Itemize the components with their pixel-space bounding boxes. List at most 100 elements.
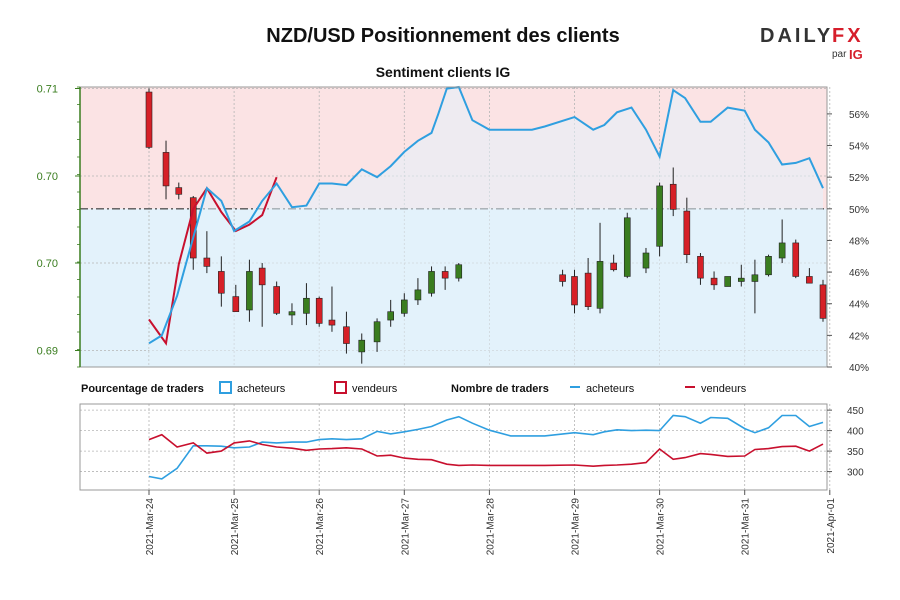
candle-body: [765, 256, 772, 276]
candle: [559, 269, 566, 287]
candle: [441, 266, 449, 290]
candle-body: [232, 296, 240, 312]
count-panel-frame: [79, 403, 828, 491]
count-axis: 300 350 400 450: [827, 406, 864, 479]
candle: [246, 259, 253, 322]
legend-pct-label: Pourcentage de traders: [81, 383, 204, 395]
count-tick-label: 350: [847, 447, 864, 458]
candle-body: [414, 289, 422, 301]
price-tick-label: 0.70: [37, 258, 58, 270]
candle: [162, 140, 170, 200]
candle: [400, 293, 408, 317]
legend-pct-sellers: vendeurs: [352, 383, 398, 395]
date-tick-label: 2021-Mar-24: [145, 498, 156, 556]
candle: [232, 284, 240, 312]
candle-body: [683, 210, 691, 255]
pct-tick-label: 46%: [849, 268, 869, 279]
logo-fx: FX: [832, 25, 864, 47]
candle: [656, 182, 663, 257]
candle-body: [273, 286, 280, 314]
date-tick-label: 2021-Mar-25: [230, 498, 241, 556]
candle: [737, 264, 745, 287]
candle-body: [175, 187, 183, 195]
candle: [669, 167, 677, 217]
candle: [328, 286, 336, 332]
chart-subtitle: Sentiment clients IG: [376, 64, 511, 80]
candle-body: [373, 321, 381, 343]
candle-body: [669, 183, 677, 210]
candle-body: [246, 271, 253, 311]
logo-ig: IG: [849, 47, 863, 62]
date-tick-label: 2021-Mar-29: [571, 498, 582, 556]
price-panel: 0.69 0.70 0.70 0.71 40% 42% 44% 46% 48% 50% 52% 54…: [37, 84, 870, 375]
candle: [343, 311, 350, 354]
legend-pct-buyers: acheteurs: [237, 383, 286, 395]
pct-tick-label: 52%: [849, 173, 869, 184]
candle: [175, 182, 183, 200]
candle: [697, 252, 704, 285]
date-tick-label: 2021-Mar-31: [741, 498, 752, 556]
legend-pct-sellers-swatch: [334, 381, 347, 394]
count-tick-label: 300: [847, 468, 864, 479]
candle-body: [162, 152, 170, 187]
pct-tick-label: 48%: [849, 236, 869, 247]
date-tick-label: 2021-Apr-01: [826, 498, 837, 554]
buyers-pct-line: [148, 85, 824, 345]
buyers-count-line: [148, 414, 824, 480]
candle: [683, 197, 691, 264]
candle-body: [806, 276, 813, 284]
candle: [273, 281, 280, 316]
candle-body: [145, 91, 153, 148]
candle-body: [724, 276, 731, 287]
count-tick-label: 400: [847, 427, 864, 438]
candle-body: [642, 252, 650, 269]
logo-daily: DAILY: [760, 25, 833, 47]
candle: [751, 259, 759, 314]
candle-body: [387, 311, 394, 321]
price-tick-label: 0.71: [37, 84, 58, 96]
date-tick-label: 2021-Mar-30: [656, 498, 667, 556]
chart-title: NZD/USD Positionnement des clients: [266, 25, 619, 47]
price-axis: 0.69 0.70 0.70 0.71: [37, 84, 81, 368]
candle-body: [218, 271, 225, 294]
count-panel: 300 350 400 450 2021-Mar-24 2021-Mar-25 2021-…: [79, 403, 864, 555]
candle-body: [203, 257, 211, 267]
candle: [710, 271, 718, 290]
candle-body: [656, 185, 663, 247]
candle-body: [596, 261, 604, 309]
legend-num-sellers: vendeurs: [701, 383, 747, 395]
legend-num-buyers: acheteurs: [586, 383, 635, 395]
candle: [414, 278, 422, 305]
candle: [571, 269, 578, 314]
candle-body: [428, 271, 435, 294]
candle: [315, 296, 323, 327]
logo-par: par: [832, 49, 847, 60]
candle: [145, 88, 153, 150]
candle: [358, 333, 366, 364]
candle: [303, 283, 310, 326]
candle: [778, 219, 786, 264]
date-axis: 2021-Mar-24 2021-Mar-25 2021-Mar-26 2021-Ma…: [145, 490, 837, 555]
candle-body: [358, 339, 366, 353]
candle-body: [819, 284, 827, 319]
candle: [387, 299, 394, 327]
candle-body: [697, 256, 704, 279]
candle: [373, 318, 381, 352]
candle: [428, 266, 435, 297]
candle-body: [343, 326, 350, 344]
candle: [792, 239, 800, 279]
candle: [642, 247, 650, 274]
pct-tick-label: 56%: [849, 110, 869, 121]
candle: [596, 222, 604, 314]
candle-body: [710, 277, 718, 286]
candle: [610, 254, 617, 272]
count-tick-label: 450: [847, 406, 864, 417]
candle-body: [584, 272, 592, 307]
candle-body: [559, 274, 566, 282]
candle: [455, 263, 463, 282]
candle: [218, 256, 225, 307]
candle: [765, 254, 772, 277]
candle-body: [400, 299, 408, 314]
pct-tick-label: 42%: [849, 331, 869, 342]
